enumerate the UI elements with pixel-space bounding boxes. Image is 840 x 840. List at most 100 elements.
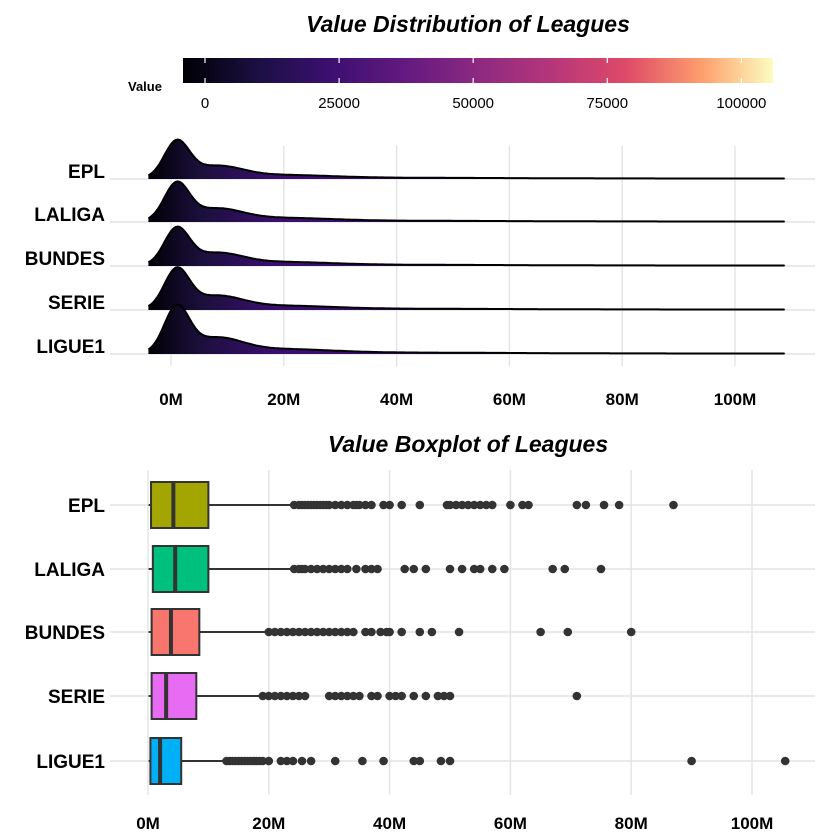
ridge-y-label: EPL [68, 162, 105, 183]
ridge-line-laliga [147, 180, 785, 223]
box-outlier [367, 564, 376, 574]
box-outlier [349, 691, 358, 701]
box-outlier [343, 627, 352, 637]
ridge-line-epl [147, 138, 785, 180]
box-outlier [258, 756, 268, 766]
box-outlier [330, 756, 340, 766]
box-outlier [294, 627, 304, 637]
box-outlier [355, 691, 364, 701]
box-outlier [614, 500, 624, 510]
box-outlier [330, 691, 340, 701]
box-outlier [421, 564, 431, 574]
box-outlier [572, 691, 582, 701]
box-outlier [433, 691, 443, 701]
ridge-area-ligue1 [148, 304, 786, 354]
colorbar-gradient [183, 58, 773, 83]
box-outlier [306, 564, 316, 574]
box-outlier [312, 627, 322, 637]
box-x-tick-label: 60M [494, 814, 527, 833]
box-outlier [463, 500, 473, 510]
box-y-label: SERIE [48, 687, 105, 708]
box-outlier [427, 627, 437, 637]
box-outlier [376, 627, 385, 637]
box-outlier [367, 691, 376, 701]
box-group-serie [148, 672, 582, 720]
box-outlier [330, 500, 340, 510]
ridge-x-tick-label: 80M [606, 390, 639, 409]
box-rect-bundes [150, 608, 201, 656]
box-outlier [276, 627, 286, 637]
box-outlier [318, 627, 328, 637]
box-outlier [500, 564, 509, 574]
box-outlier [687, 756, 696, 766]
box-outlier [548, 564, 557, 574]
box-outlier [481, 500, 491, 510]
box-outlier [282, 691, 292, 701]
box-outlier [385, 500, 394, 510]
box-y-label: LIGUE1 [36, 752, 105, 773]
box-outlier [270, 627, 280, 637]
box-x-tick-label: 100M [731, 814, 774, 833]
box-outlier [469, 564, 479, 574]
ridge-y-axis: EPL LALIGA BUNDES SERIE LIGUE1 [25, 162, 106, 358]
box-outlier [409, 756, 419, 766]
box-outlier [361, 564, 370, 574]
box-x-tick-label: 20M [252, 814, 285, 833]
ridge-line-bundes [147, 225, 785, 267]
box-outlier [415, 756, 425, 766]
box-outlier [487, 564, 497, 574]
box-outlier [297, 756, 307, 766]
box-outlier [391, 691, 400, 701]
box-outlier [518, 500, 527, 510]
box-outlier [445, 564, 455, 574]
box-outlier [445, 756, 455, 766]
box-rect-serie [150, 672, 198, 720]
box-outlier [336, 691, 346, 701]
ridge-line-ligue1 [147, 303, 785, 355]
box-outlier [385, 691, 394, 701]
box-outlier [373, 691, 382, 701]
box-x-tick-label: 40M [373, 814, 406, 833]
box-rect-epl [150, 481, 210, 529]
box-outlier [288, 691, 298, 701]
box-outlier [300, 627, 310, 637]
box-outlier [626, 627, 636, 637]
box-y-label: EPL [68, 496, 105, 517]
box-y-label: LALIGA [34, 560, 105, 581]
box-outlier [397, 500, 406, 510]
box-outlier [355, 500, 364, 510]
box-outlier [397, 691, 406, 701]
box-group-bundes [148, 608, 636, 656]
box-outlier [294, 691, 304, 701]
box-y-label: BUNDES [25, 623, 105, 644]
box-outlier [343, 500, 352, 510]
box-outlier [324, 564, 334, 574]
box-outlier [415, 500, 425, 510]
ridge-x-tick-label: 20M [267, 390, 300, 409]
box-outlier [352, 564, 361, 574]
ridge-title: Value Distribution of Leagues [306, 11, 630, 37]
box-outlier [336, 564, 346, 574]
ridge-y-label: SERIE [48, 293, 105, 314]
box-rect-ligue1 [149, 737, 183, 785]
box-rect-laliga [151, 545, 210, 593]
box-outlier [436, 756, 446, 766]
box-group-ligue1 [148, 737, 790, 785]
box-outlier [572, 500, 582, 510]
colorbar-tick-label: 100000 [716, 95, 766, 112]
ridge-x-tick-label: 0M [159, 390, 183, 409]
ridgeline-plot [147, 138, 786, 355]
box-outlier [330, 627, 340, 637]
box-outlier [288, 756, 298, 766]
box-outlier [367, 500, 376, 510]
box-outlier [457, 564, 467, 574]
box-outlier [669, 500, 678, 510]
box-outlier [379, 756, 388, 766]
box-outlier [454, 627, 464, 637]
box-outlier [336, 627, 346, 637]
box-outlier [560, 564, 570, 574]
box-outlier [300, 691, 310, 701]
box-outlier [780, 756, 790, 766]
box-outlier [324, 627, 334, 637]
